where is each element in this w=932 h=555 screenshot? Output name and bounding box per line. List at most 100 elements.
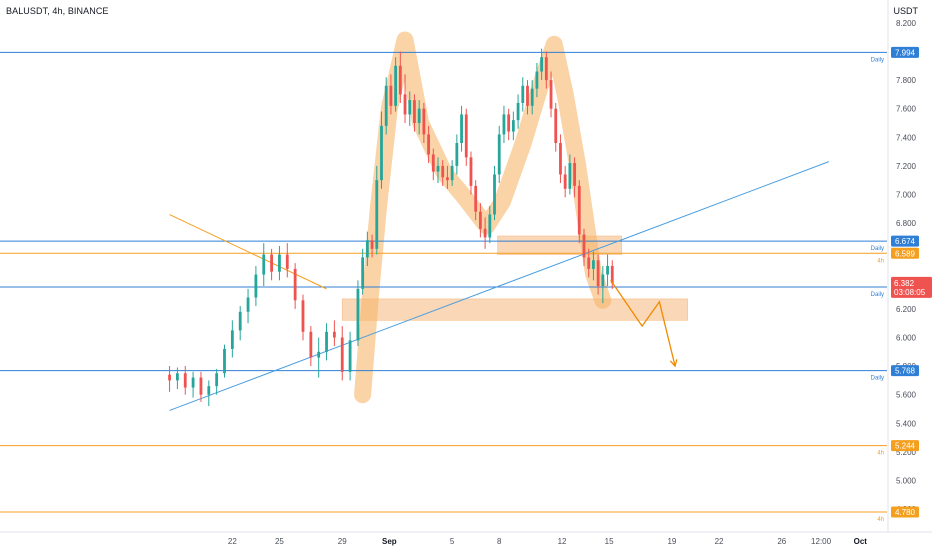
candle: [207, 380, 211, 407]
candle: [488, 205, 492, 244]
candle: [398, 51, 402, 103]
candle: [417, 100, 421, 135]
candle: [254, 266, 258, 307]
candle: [365, 231, 369, 266]
candle: [403, 74, 407, 123]
candle-body: [413, 100, 416, 123]
candle: [317, 337, 321, 378]
candle: [455, 134, 459, 175]
candle-body: [577, 185, 581, 235]
price-tick-label: 7.800: [896, 76, 917, 85]
candle: [375, 165, 379, 255]
candle-body: [582, 234, 586, 258]
candle: [446, 165, 449, 189]
candle-body: [488, 214, 492, 238]
horizontal-levels: Daily Daily 4h Daily Daily 4h 4h: [0, 51, 887, 523]
time-tick-label: 8: [497, 537, 502, 546]
level-badge-bg: [891, 46, 919, 58]
candle: [427, 125, 430, 164]
candle-body: [199, 377, 203, 395]
candle: [384, 77, 388, 135]
price-axis[interactable]: 8.2008.0007.8007.6007.4007.2007.0006.800…: [887, 0, 932, 550]
current-price-label: 6.382: [894, 279, 915, 288]
candle: [332, 320, 336, 347]
current-price-bg: [891, 276, 932, 298]
candle-body: [398, 65, 402, 95]
trendline-0: [169, 161, 830, 411]
candle: [394, 57, 398, 112]
candle: [544, 51, 548, 89]
candle-body: [317, 351, 321, 358]
candle-body: [516, 102, 520, 121]
candle: [215, 368, 219, 395]
candle-body: [215, 373, 219, 387]
candle-body: [549, 80, 553, 109]
candle: [483, 217, 487, 249]
candle: [497, 125, 501, 184]
candle-body: [340, 337, 344, 372]
time-axis[interactable]: 22 25 29 Sep 5 8 12 15 19 22 26 12:00 Oct: [0, 531, 932, 550]
candle-body: [606, 266, 609, 275]
countdown-label: 03:08:05: [894, 288, 926, 297]
candle: [563, 165, 567, 198]
time-tick-label: 12: [558, 537, 567, 546]
candle: [380, 111, 383, 189]
candle-body: [370, 240, 374, 249]
candle: [474, 180, 478, 221]
candle-body: [554, 108, 558, 144]
level-badge-label: 6.674: [895, 237, 916, 246]
candle-body: [183, 373, 187, 388]
candle-body: [168, 374, 171, 381]
supply-zones: [341, 235, 688, 321]
candle: [526, 80, 529, 115]
candle-body: [464, 114, 468, 158]
candle-body: [431, 154, 435, 172]
candle: [223, 344, 226, 378]
price-badges: 7.9946.6746.5896.3535.7685.2444.7806.382…: [891, 46, 932, 518]
candle-body: [610, 266, 614, 284]
candle: [285, 243, 289, 278]
pattern-highlight: [354, 31, 612, 404]
candle-body: [403, 94, 407, 115]
candle: [441, 160, 445, 186]
candle-body: [563, 174, 567, 189]
candle-body: [176, 373, 179, 381]
level-badge-label: 5.768: [895, 367, 916, 376]
candle-body: [535, 71, 539, 89]
candle-body: [521, 85, 525, 103]
candle-body: [380, 125, 383, 181]
candle: [246, 288, 250, 324]
candle-body: [544, 57, 548, 81]
price-tick-label: 6.200: [896, 305, 917, 314]
candle-body: [530, 88, 534, 106]
candle-body: [511, 120, 515, 132]
time-tick-label: 12:00: [811, 537, 832, 546]
level-tf-1: Daily: [871, 246, 884, 252]
price-tick-label: 7.200: [896, 162, 917, 171]
level-badge-label: 5.244: [895, 442, 916, 451]
candle: [199, 371, 203, 402]
candle: [422, 102, 426, 144]
candle: [168, 366, 171, 392]
level-price-badge: 6.589: [891, 247, 919, 259]
candle: [516, 94, 520, 129]
price-tick-label: 7.400: [896, 133, 917, 142]
level-badge-label: 4.780: [895, 508, 916, 517]
candle-body: [417, 108, 421, 123]
price-tick-label: 5.200: [896, 448, 917, 457]
candle-body: [348, 340, 352, 372]
candle: [278, 245, 281, 281]
candle-body: [573, 163, 576, 186]
candle-body: [389, 85, 393, 106]
candle: [450, 160, 454, 186]
level-tf-5: 4h: [877, 451, 884, 457]
candle: [191, 371, 195, 398]
candle-body: [460, 114, 463, 144]
candle-body: [365, 240, 369, 258]
trendline-1: [169, 214, 327, 290]
candle-body: [469, 157, 473, 186]
time-tick-label: 26: [777, 537, 786, 546]
level-tf-2: 4h: [877, 258, 884, 264]
candle-body: [408, 100, 412, 115]
